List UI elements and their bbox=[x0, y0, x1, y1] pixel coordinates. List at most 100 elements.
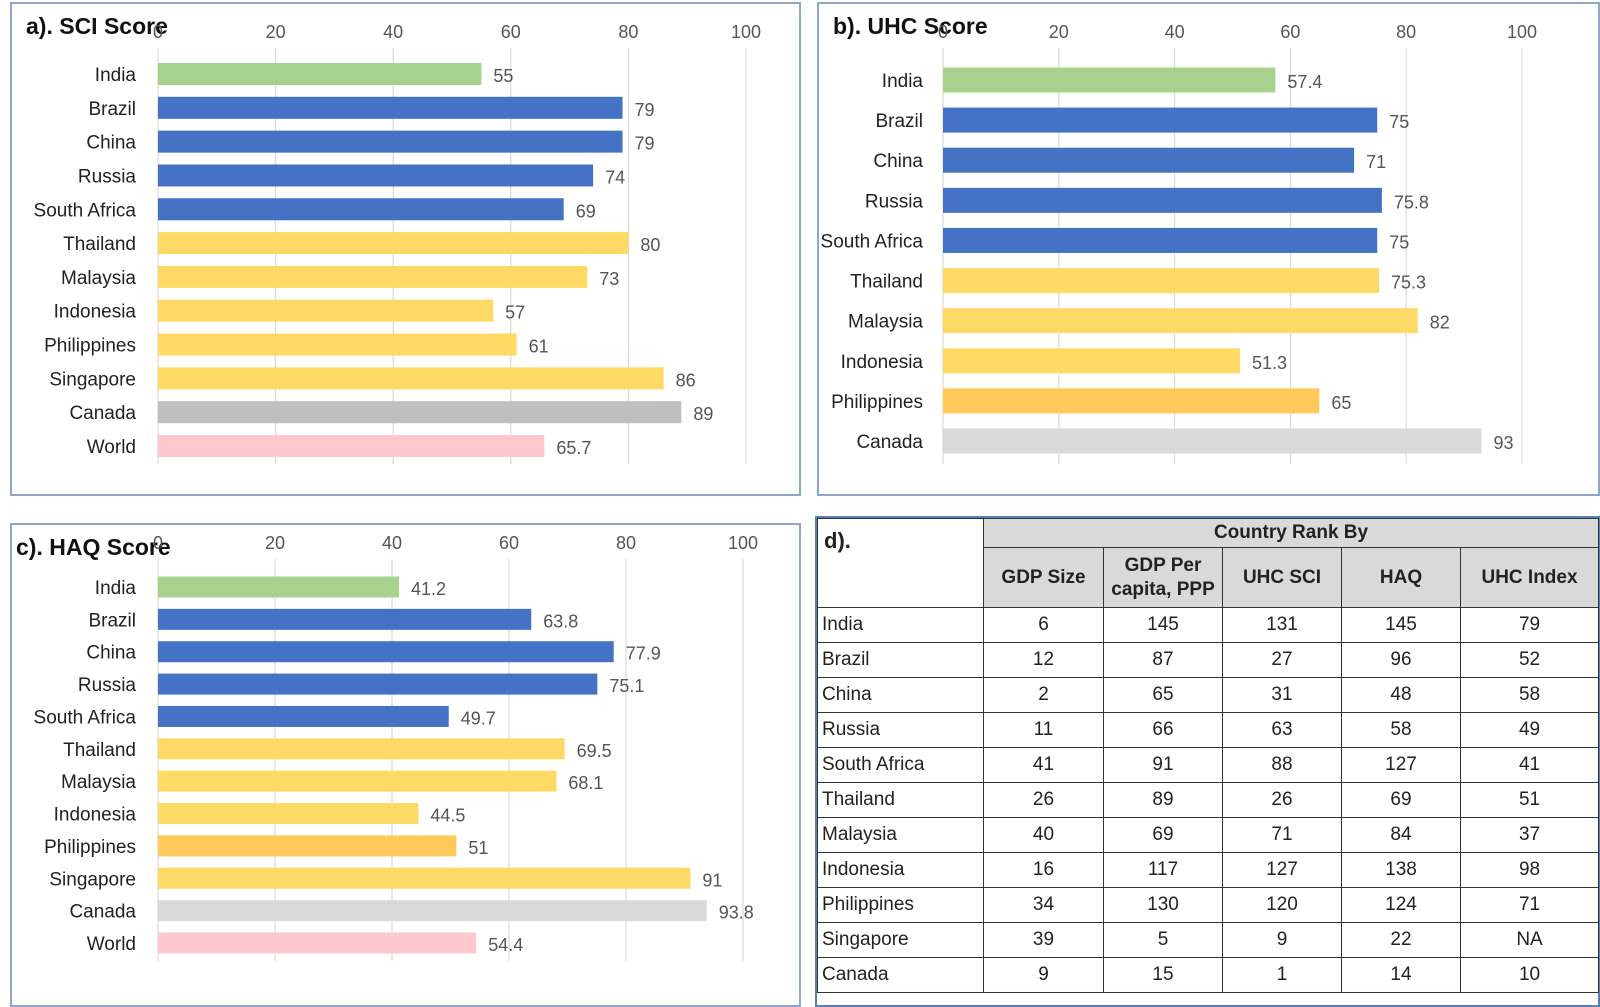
category-label: Philippines bbox=[44, 837, 136, 858]
rank-cell: 27 bbox=[1222, 642, 1342, 678]
category-label: Russia bbox=[78, 675, 137, 696]
rank-cell: 31 bbox=[1222, 677, 1342, 713]
rank-cell: 2 bbox=[983, 677, 1104, 713]
column-header: GDP Per capita, PPP bbox=[1103, 547, 1223, 608]
bar bbox=[158, 770, 557, 792]
table-row: Indonesia 16 117 127 138 98 bbox=[817, 852, 1600, 888]
rank-cell: 58 bbox=[1341, 712, 1461, 748]
rank-cell: 127 bbox=[1341, 747, 1461, 783]
data-label: 79 bbox=[635, 134, 655, 154]
rank-cell: 120 bbox=[1222, 887, 1342, 923]
rank-cell: 9 bbox=[1222, 922, 1342, 958]
category-label: Brazil bbox=[88, 610, 136, 631]
rank-cell: 22 bbox=[1341, 922, 1461, 958]
category-label: India bbox=[95, 578, 137, 599]
data-label: 80 bbox=[640, 235, 660, 255]
bar bbox=[158, 299, 494, 322]
rank-cell: 37 bbox=[1459, 817, 1600, 853]
country-rank-table-panel: d). Country Rank By GDP Size GDP Per cap… bbox=[815, 516, 1600, 1007]
category-label: China bbox=[86, 133, 136, 154]
bar bbox=[158, 738, 565, 760]
row-country: Russia bbox=[817, 712, 984, 748]
data-label: 51 bbox=[468, 838, 488, 858]
bar bbox=[158, 641, 614, 663]
data-label: 74 bbox=[605, 167, 625, 187]
category-label: Indonesia bbox=[54, 302, 137, 323]
bar bbox=[158, 932, 477, 954]
category-label: Canada bbox=[856, 432, 923, 453]
rank-cell: 1 bbox=[1222, 957, 1342, 993]
rank-cell: 39 bbox=[983, 922, 1104, 958]
chart-title: a). SCI Score bbox=[26, 13, 168, 39]
table-group-header-row: d). Country Rank By bbox=[817, 518, 1600, 608]
bar bbox=[943, 268, 1379, 294]
bar bbox=[158, 900, 707, 922]
table-row: Thailand 26 89 26 69 51 bbox=[817, 782, 1600, 818]
x-tick-label: 0 bbox=[153, 533, 163, 553]
rank-cell: 41 bbox=[1459, 747, 1600, 783]
chart-title: c). HAQ Score bbox=[16, 534, 171, 560]
bar bbox=[943, 227, 1378, 253]
data-label: 71 bbox=[1366, 152, 1386, 172]
category-label: Malaysia bbox=[61, 268, 136, 289]
row-country: Malaysia bbox=[817, 817, 984, 853]
x-tick-label: 40 bbox=[382, 533, 402, 553]
column-header: GDP Size bbox=[983, 547, 1104, 608]
rank-cell: 117 bbox=[1103, 852, 1223, 888]
category-label: Canada bbox=[69, 403, 136, 424]
category-label: India bbox=[95, 65, 137, 86]
bar bbox=[158, 401, 682, 424]
data-label: 89 bbox=[693, 404, 713, 424]
x-tick-label: 80 bbox=[1396, 22, 1416, 42]
data-label: 75.1 bbox=[609, 676, 644, 696]
data-label: 51.3 bbox=[1252, 353, 1287, 373]
bar bbox=[158, 576, 400, 598]
data-label: 57.4 bbox=[1287, 72, 1322, 92]
table-row: Canada 9 15 1 14 10 bbox=[817, 957, 1600, 993]
rank-cell: 79 bbox=[1459, 607, 1600, 643]
rank-cell: 49 bbox=[1459, 712, 1600, 748]
row-country: Philippines bbox=[817, 887, 984, 923]
uhc-score-chart: b). UHC Score 0 20 40 60 80 100 India 57.4 Brazil… bbox=[817, 2, 1600, 496]
rank-cell: 145 bbox=[1103, 607, 1223, 643]
rank-cell: 127 bbox=[1222, 852, 1342, 888]
x-tick-label: 20 bbox=[265, 533, 285, 553]
category-label: India bbox=[882, 71, 924, 92]
data-label: 91 bbox=[702, 870, 722, 890]
row-country: India bbox=[817, 607, 984, 643]
bar bbox=[943, 187, 1382, 213]
category-label: Malaysia bbox=[848, 312, 923, 333]
bar bbox=[158, 705, 449, 727]
category-label: Thailand bbox=[63, 740, 136, 761]
rank-cell: 66 bbox=[1103, 712, 1223, 748]
category-label: South Africa bbox=[821, 231, 924, 252]
category-label: Indonesia bbox=[54, 805, 137, 826]
group-header: Country Rank By bbox=[982, 518, 1600, 548]
rank-cell: 26 bbox=[1222, 782, 1342, 818]
category-label: Philippines bbox=[831, 392, 923, 413]
row-country: China bbox=[817, 677, 984, 713]
category-label: Thailand bbox=[63, 234, 136, 255]
row-country: South Africa bbox=[817, 747, 984, 783]
table-row: China 2 65 31 48 58 bbox=[817, 677, 1600, 713]
data-label: 73 bbox=[599, 269, 619, 289]
country-rank-table: d). Country Rank By GDP Size GDP Per cap… bbox=[817, 518, 1600, 993]
x-tick-label: 100 bbox=[731, 22, 761, 42]
category-label: Russia bbox=[865, 191, 924, 212]
data-label: 55 bbox=[493, 66, 513, 86]
data-label: 86 bbox=[676, 370, 696, 390]
data-label: 93.8 bbox=[719, 903, 754, 923]
rank-cell: 40 bbox=[983, 817, 1104, 853]
x-tick-label: 20 bbox=[1049, 22, 1069, 42]
rank-cell: 131 bbox=[1222, 607, 1342, 643]
column-header: HAQ bbox=[1341, 547, 1461, 608]
x-tick-label: 20 bbox=[266, 22, 286, 42]
data-label: 69 bbox=[576, 201, 596, 221]
bar bbox=[158, 63, 482, 85]
rank-cell: 52 bbox=[1459, 642, 1600, 678]
bar bbox=[158, 198, 564, 221]
x-tick-label: 40 bbox=[1165, 22, 1185, 42]
table-row: Russia 11 66 63 58 49 bbox=[817, 712, 1600, 748]
